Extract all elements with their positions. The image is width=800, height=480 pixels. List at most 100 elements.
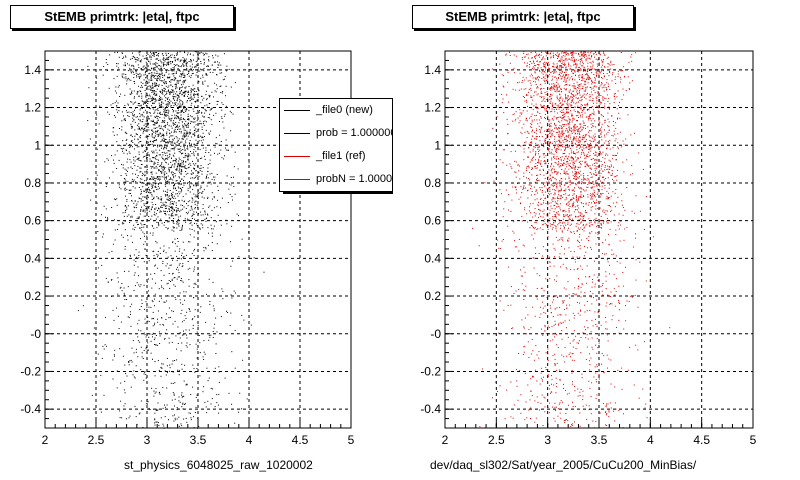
data-point xyxy=(542,224,544,226)
data-point xyxy=(587,76,589,78)
data-point xyxy=(601,139,603,141)
data-point xyxy=(586,163,588,165)
data-point xyxy=(529,210,530,212)
data-point xyxy=(139,77,140,79)
data-point xyxy=(580,163,582,165)
data-point xyxy=(222,91,224,92)
data-point xyxy=(171,142,173,144)
data-point xyxy=(182,138,184,140)
data-point xyxy=(183,160,184,162)
data-point xyxy=(149,158,151,160)
data-point xyxy=(555,183,557,185)
data-point xyxy=(168,295,170,297)
data-point xyxy=(148,349,149,351)
data-point xyxy=(123,181,125,183)
data-point xyxy=(101,264,103,266)
data-point xyxy=(563,79,565,81)
data-point xyxy=(139,213,141,215)
data-point xyxy=(182,208,184,210)
data-point xyxy=(201,129,203,130)
data-point xyxy=(562,218,564,220)
data-point xyxy=(181,162,183,164)
data-point xyxy=(588,135,590,137)
data-point xyxy=(524,56,526,58)
data-point xyxy=(201,136,203,138)
data-point xyxy=(183,62,185,63)
data-point xyxy=(168,178,170,180)
data-point xyxy=(166,176,167,178)
data-point xyxy=(127,70,129,72)
data-point xyxy=(597,146,599,148)
scatter-plot-right: 2 2.5 3 3.5 4 4.5 5-0.4-0.2-00.20.40.60.811.21… xyxy=(420,50,757,447)
data-point xyxy=(591,94,593,96)
data-point xyxy=(575,165,576,167)
data-point xyxy=(579,116,581,118)
data-point xyxy=(143,226,145,228)
data-point xyxy=(594,218,596,220)
data-point xyxy=(150,51,151,53)
data-point xyxy=(184,91,186,93)
data-point xyxy=(167,114,169,116)
data-point xyxy=(193,427,195,429)
data-point xyxy=(201,137,203,139)
data-point xyxy=(177,58,179,60)
data-point xyxy=(572,142,574,144)
data-point xyxy=(141,146,143,148)
data-point xyxy=(572,95,574,97)
data-point xyxy=(566,74,568,75)
data-point xyxy=(532,77,534,79)
data-point xyxy=(131,200,133,202)
data-point xyxy=(558,143,560,145)
data-point xyxy=(596,100,598,102)
data-point xyxy=(551,97,553,99)
data-point xyxy=(530,52,532,53)
data-point xyxy=(573,61,575,63)
data-point xyxy=(163,126,165,128)
data-point xyxy=(155,85,157,87)
data-point xyxy=(117,281,119,283)
data-point xyxy=(561,130,563,132)
data-point xyxy=(579,137,581,139)
data-point xyxy=(132,228,134,230)
data-point xyxy=(567,158,569,160)
data-point xyxy=(583,125,585,126)
data-point xyxy=(603,66,605,68)
data-point xyxy=(128,364,130,366)
data-point xyxy=(230,177,232,178)
data-point xyxy=(156,134,158,136)
data-point xyxy=(113,78,115,80)
data-point xyxy=(191,143,192,145)
data-point xyxy=(602,193,604,194)
data-point xyxy=(199,188,201,190)
data-point xyxy=(580,212,582,214)
data-point xyxy=(188,91,189,93)
data-point xyxy=(593,163,595,164)
data-point xyxy=(103,66,105,67)
data-point xyxy=(556,81,558,83)
data-point xyxy=(140,284,142,286)
data-point xyxy=(549,212,551,214)
data-point xyxy=(583,155,585,157)
data-point xyxy=(154,337,156,339)
data-point xyxy=(152,120,154,122)
data-point xyxy=(132,340,134,342)
data-point xyxy=(208,181,210,183)
data-point xyxy=(572,118,574,120)
data-point xyxy=(200,211,202,213)
data-point xyxy=(193,283,195,285)
data-point xyxy=(597,178,599,180)
data-point xyxy=(142,172,143,174)
data-point xyxy=(582,225,584,227)
data-point xyxy=(190,164,192,166)
data-point xyxy=(183,134,185,136)
data-point xyxy=(138,76,140,78)
data-point xyxy=(162,154,164,156)
data-point xyxy=(139,286,141,288)
data-point xyxy=(138,319,140,321)
data-point xyxy=(139,309,141,310)
data-point xyxy=(614,192,616,194)
data-point xyxy=(150,192,152,193)
data-point xyxy=(127,316,129,318)
data-point xyxy=(563,159,565,161)
data-point xyxy=(168,427,170,429)
